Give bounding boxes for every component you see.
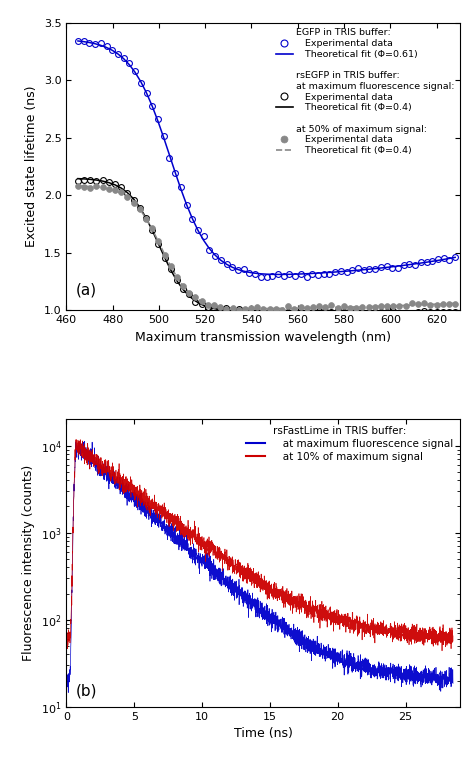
Legend: EGFP in TRIS buffer:,    Experimental data,    Theoretical fit (Φ=0.61),  , rsEG: EGFP in TRIS buffer:, Experimental data,… <box>275 27 455 156</box>
Text: (b): (b) <box>76 683 98 698</box>
X-axis label: Time (ns): Time (ns) <box>234 727 292 740</box>
Text: (a): (a) <box>76 283 97 297</box>
X-axis label: Maximum transmission wavelength (nm): Maximum transmission wavelength (nm) <box>135 331 391 344</box>
Legend: rsFastLime in TRIS buffer:,    at maximum fluorescence signal,    at 10% of maxi: rsFastLime in TRIS buffer:, at maximum f… <box>245 425 455 463</box>
Y-axis label: Excited state lifetime (ns): Excited state lifetime (ns) <box>25 86 38 247</box>
Y-axis label: Fluorescence intensity (counts): Fluorescence intensity (counts) <box>22 465 35 661</box>
